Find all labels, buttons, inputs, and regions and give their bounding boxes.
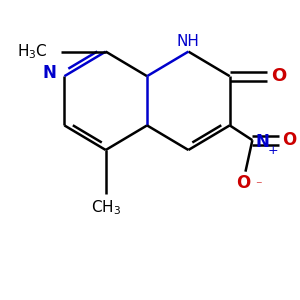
Text: +: +: [268, 143, 279, 157]
Text: ⁻: ⁻: [255, 179, 262, 192]
Text: CH$_3$: CH$_3$: [91, 199, 121, 218]
Text: O: O: [236, 175, 250, 193]
Text: N: N: [255, 133, 269, 151]
Text: O: O: [271, 67, 286, 85]
Text: O: O: [282, 131, 296, 149]
Text: NH: NH: [177, 34, 200, 49]
Text: N: N: [43, 64, 56, 82]
Text: H$_3$C: H$_3$C: [17, 42, 48, 61]
